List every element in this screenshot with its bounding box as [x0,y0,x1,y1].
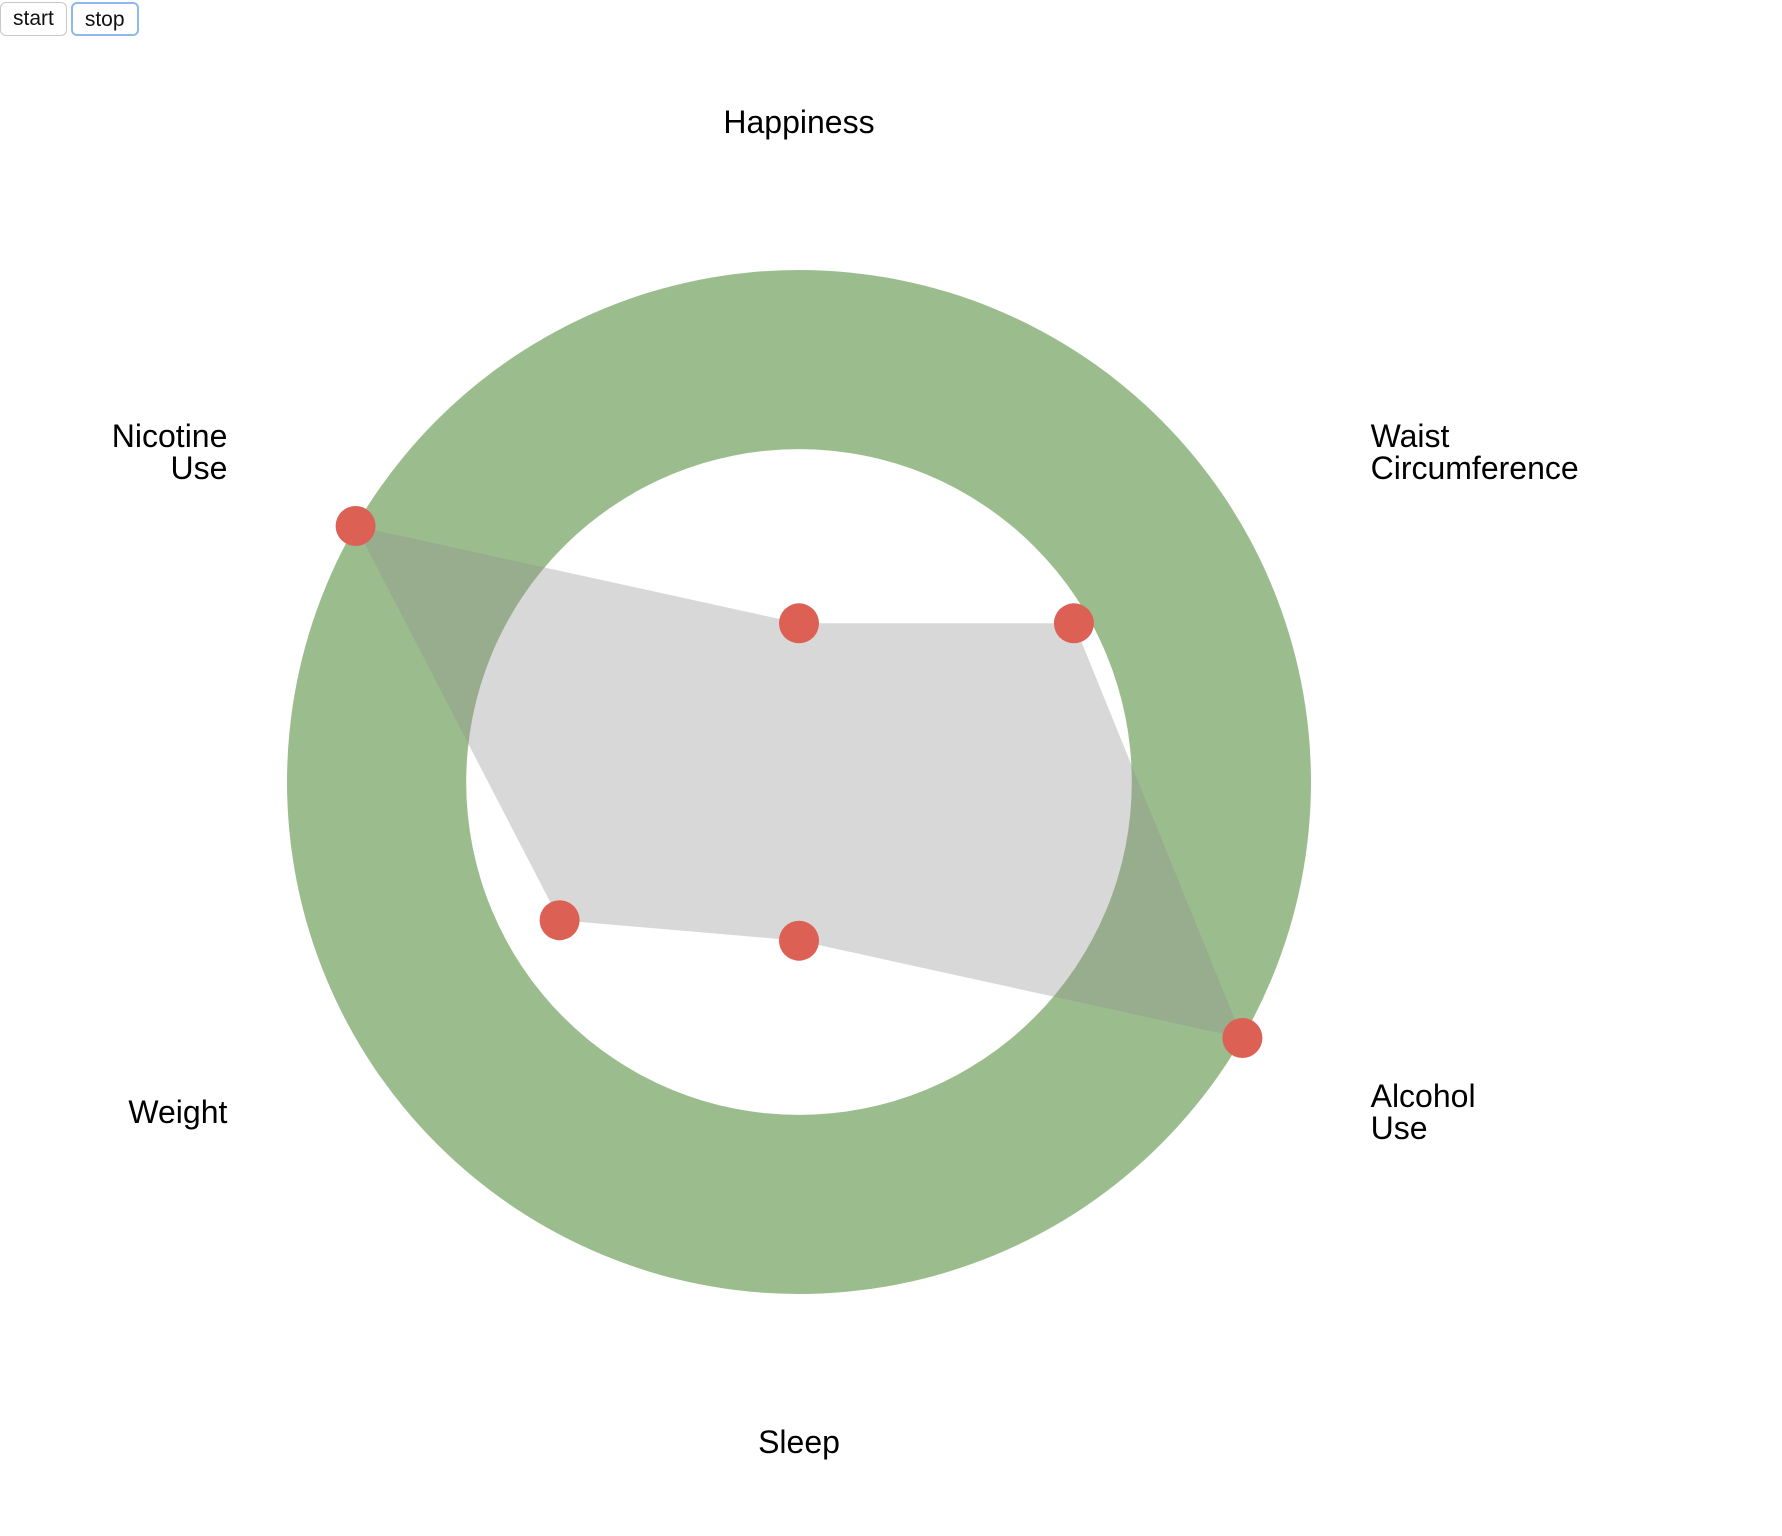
axis-label-alcohol-use: Use [1371,1110,1428,1146]
axis-label-waist-circumference: Waist [1371,418,1450,454]
data-point-nicotine-use[interactable] [335,506,376,546]
axis-labels: HappinessWaistCircumferenceAlcoholUseSle… [112,104,1579,1460]
data-points [335,506,1263,1058]
data-point-weight[interactable] [539,900,580,941]
target-band [287,270,1311,1294]
start-button[interactable]: start [0,2,67,36]
stop-button[interactable]: stop [70,2,139,36]
axis-label-sleep: Sleep [758,1424,840,1460]
data-point-alcohol-use[interactable] [1222,1018,1263,1058]
data-point-waist-circumference[interactable] [1053,603,1094,644]
axis-label-nicotine-use: Use [170,450,227,486]
axis-label-alcohol-use: Alcohol [1371,1078,1476,1114]
axis-label-waist-circumference: Circumference [1371,450,1579,486]
data-point-sleep[interactable] [779,920,819,961]
value-polygon [355,526,1243,1038]
axis-label-weight: Weight [128,1094,227,1130]
axis-label-happiness: Happiness [723,104,874,140]
toolbar: start stop [0,2,139,36]
axis-label-nicotine-use: Nicotine [112,418,228,454]
data-point-happiness[interactable] [779,603,819,644]
